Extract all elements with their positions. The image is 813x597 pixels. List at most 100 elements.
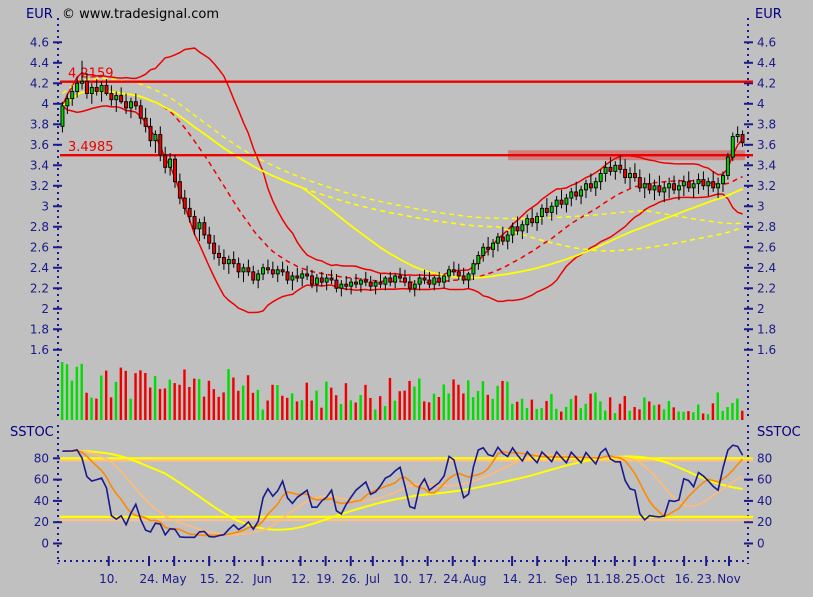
candle-body[interactable]: [84, 80, 89, 94]
candle-body[interactable]: [75, 82, 80, 92]
candle-body[interactable]: [491, 242, 495, 250]
candle-body[interactable]: [559, 199, 564, 205]
candle-body[interactable]: [515, 226, 520, 232]
candle-body[interactable]: [706, 181, 711, 187]
candle-body[interactable]: [168, 158, 173, 168]
candle-body[interactable]: [481, 246, 486, 256]
candle-body[interactable]: [721, 175, 725, 185]
candle-body[interactable]: [187, 207, 192, 217]
candle-body[interactable]: [104, 84, 109, 94]
candle-body[interactable]: [388, 277, 393, 283]
candle-body[interactable]: [133, 101, 138, 107]
candle-body[interactable]: [329, 277, 334, 281]
candle-body[interactable]: [261, 267, 266, 275]
candle-body[interactable]: [324, 277, 329, 283]
candle-body[interactable]: [295, 275, 300, 279]
candle-body[interactable]: [456, 271, 461, 277]
candle-body[interactable]: [99, 84, 104, 92]
candle-body[interactable]: [60, 105, 65, 127]
candle-body[interactable]: [407, 281, 412, 289]
candle-body[interactable]: [554, 199, 559, 207]
candle-body[interactable]: [686, 181, 691, 189]
candle-body[interactable]: [740, 134, 745, 144]
candle-body[interactable]: [368, 281, 373, 287]
candle-body[interactable]: [383, 277, 388, 285]
candle-body[interactable]: [520, 224, 525, 232]
candle-body[interactable]: [539, 207, 544, 217]
candle-body[interactable]: [564, 197, 569, 205]
candle-body[interactable]: [192, 216, 197, 230]
candle-body[interactable]: [319, 277, 324, 283]
candle-body[interactable]: [730, 136, 735, 158]
candle-body[interactable]: [138, 105, 143, 119]
candle-body[interactable]: [305, 273, 310, 277]
candle-body[interactable]: [270, 269, 275, 275]
candle-body[interactable]: [94, 86, 99, 92]
candle-body[interactable]: [569, 191, 574, 199]
candle-body[interactable]: [657, 185, 662, 193]
candle-body[interactable]: [285, 271, 290, 281]
candle-body[interactable]: [696, 179, 701, 185]
candle-body[interactable]: [623, 168, 628, 179]
candle-body[interactable]: [402, 277, 407, 283]
candle-body[interactable]: [647, 183, 652, 191]
candle-body[interactable]: [486, 246, 491, 250]
candle-body[interactable]: [461, 275, 466, 281]
candle-body[interactable]: [280, 269, 285, 273]
candle-body[interactable]: [681, 181, 686, 187]
candle-body[interactable]: [217, 252, 221, 258]
candle-body[interactable]: [163, 154, 168, 168]
candle-body[interactable]: [652, 185, 657, 191]
candle-body[interactable]: [466, 273, 471, 281]
candle-body[interactable]: [114, 95, 119, 101]
candle-body[interactable]: [265, 267, 270, 271]
candle-body[interactable]: [471, 263, 476, 275]
candle-body[interactable]: [378, 281, 383, 285]
candle-body[interactable]: [574, 191, 579, 197]
candle-body[interactable]: [613, 164, 618, 172]
candle-body[interactable]: [544, 207, 549, 213]
candle-body[interactable]: [70, 91, 75, 100]
candle-body[interactable]: [226, 259, 231, 265]
candle-body[interactable]: [393, 275, 398, 283]
candle-body[interactable]: [701, 179, 706, 187]
candle-body[interactable]: [349, 281, 354, 287]
candle-body[interactable]: [672, 183, 677, 191]
candle-body[interactable]: [667, 183, 672, 189]
candle-body[interactable]: [354, 281, 358, 285]
candle-body[interactable]: [373, 281, 378, 287]
candle-body[interactable]: [637, 177, 642, 189]
candle-body[interactable]: [109, 93, 114, 101]
candle-body[interactable]: [182, 197, 187, 209]
candle-body[interactable]: [290, 275, 295, 281]
candle-body[interactable]: [735, 134, 740, 138]
candle-body[interactable]: [676, 185, 681, 191]
candle-body[interactable]: [153, 134, 158, 142]
candle-body[interactable]: [442, 275, 447, 283]
candle-body[interactable]: [447, 269, 451, 277]
candle-body[interactable]: [476, 255, 481, 265]
candle-body[interactable]: [310, 275, 314, 285]
candle-body[interactable]: [603, 166, 608, 174]
candle-body[interactable]: [314, 277, 319, 285]
candle-body[interactable]: [119, 95, 124, 103]
candle-body[interactable]: [691, 183, 696, 189]
candle-body[interactable]: [598, 173, 603, 183]
candle-body[interactable]: [618, 164, 623, 170]
candle-body[interactable]: [588, 183, 593, 189]
candle-body[interactable]: [80, 80, 84, 84]
candle-body[interactable]: [177, 181, 182, 199]
candle-body[interactable]: [221, 257, 226, 265]
candle-body[interactable]: [432, 277, 437, 285]
candle-body[interactable]: [197, 222, 202, 230]
candle-body[interactable]: [128, 101, 133, 109]
candle-body[interactable]: [236, 263, 241, 273]
candle-body[interactable]: [363, 279, 368, 283]
candle-body[interactable]: [716, 183, 721, 189]
candle-body[interactable]: [422, 277, 427, 281]
candle-body[interactable]: [417, 277, 422, 285]
candle-body[interactable]: [339, 283, 344, 289]
candle-body[interactable]: [495, 236, 500, 244]
candle-body[interactable]: [251, 271, 256, 281]
candle-body[interactable]: [148, 125, 153, 142]
